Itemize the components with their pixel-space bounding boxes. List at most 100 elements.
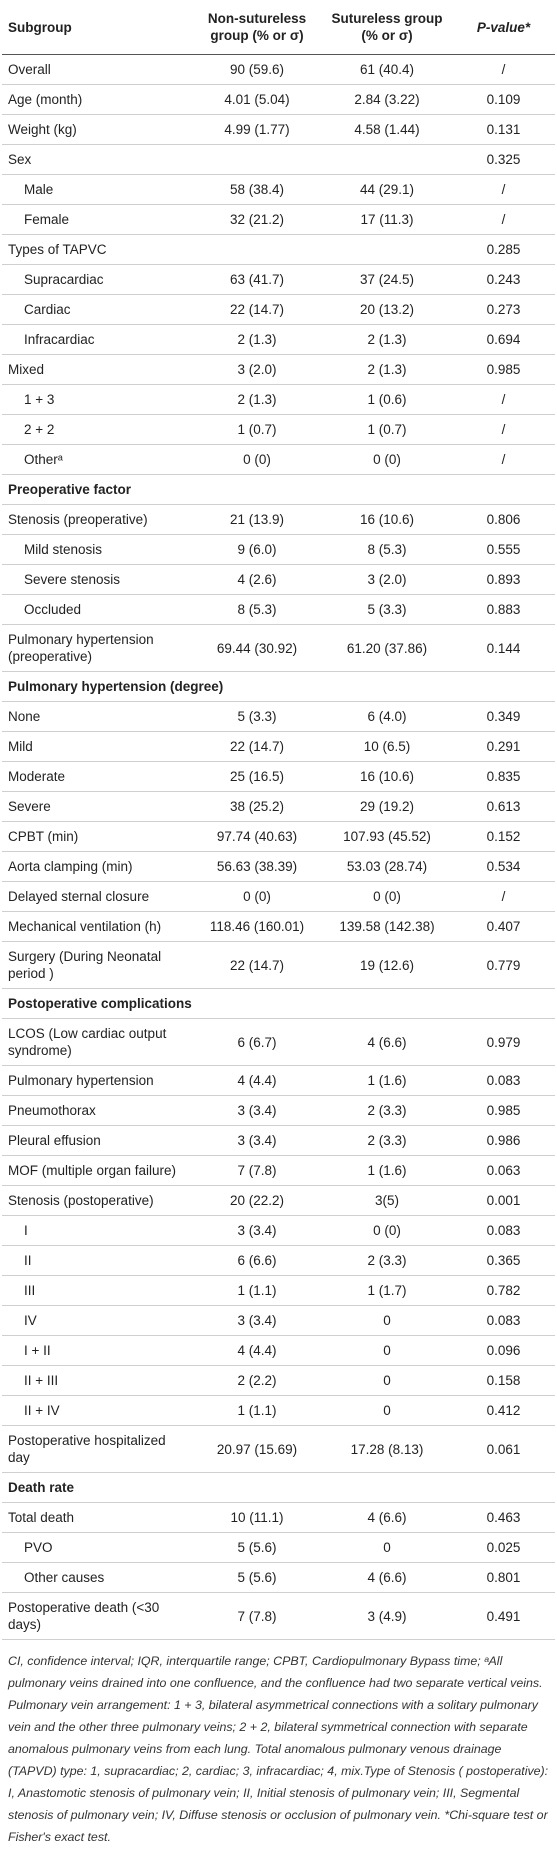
row-label: Stenosis (preoperative)	[2, 504, 192, 535]
cell: 4 (6.6)	[322, 1562, 452, 1593]
table-row: II 6 (6.6) 2 (3.3) 0.365	[2, 1245, 555, 1276]
cell: 0.779	[452, 941, 555, 989]
table-row: None 5 (3.3) 6 (4.0) 0.349	[2, 701, 555, 732]
cell: 21 (13.9)	[192, 504, 322, 535]
table-row: Cardiac 22 (14.7) 20 (13.2) 0.273	[2, 294, 555, 325]
row-label: II + IV	[2, 1395, 192, 1426]
cell: 139.58 (142.38)	[322, 911, 452, 942]
table-row: I + II 4 (4.4) 0 0.096	[2, 1335, 555, 1366]
cell: 63 (41.7)	[192, 264, 322, 295]
cell: 0	[322, 1532, 452, 1563]
table-row: Pulmonary hypertension (preoperative) 69.…	[2, 624, 555, 672]
cell: 53.03 (28.74)	[322, 851, 452, 882]
cell: 1 (1.6)	[322, 1155, 452, 1186]
row-label: Delayed sternal closure	[2, 881, 192, 912]
cell: 0 (0)	[192, 881, 322, 912]
cell: 4 (4.4)	[192, 1065, 322, 1096]
cell: 17.28 (8.13)	[322, 1425, 452, 1473]
cell: 58 (38.4)	[192, 174, 322, 205]
table-row: Severe 38 (25.2) 29 (19.2) 0.613	[2, 791, 555, 822]
row-label: Occluded	[2, 594, 192, 625]
table-row: Supracardiac 63 (41.7) 37 (24.5) 0.243	[2, 264, 555, 295]
table-row: II + IV 1 (1.1) 0 0.412	[2, 1395, 555, 1426]
table-row: LCOS (Low cardiac output syndrome) 6 (6.7…	[2, 1018, 555, 1066]
cell: 0.806	[452, 504, 555, 535]
cell: 2.84 (3.22)	[322, 84, 452, 115]
empty-cell	[192, 234, 322, 265]
cell: 3 (3.4)	[192, 1215, 322, 1246]
cell: 0.979	[452, 1018, 555, 1066]
cell: /	[452, 54, 555, 85]
cell: 37 (24.5)	[322, 264, 452, 295]
table-row: Age (month) 4.01 (5.04) 2.84 (3.22) 0.109	[2, 84, 555, 115]
section-header: Preoperative factor	[2, 474, 555, 505]
row-label: Female	[2, 204, 192, 235]
cell: 3 (3.4)	[192, 1125, 322, 1156]
cell: 0.986	[452, 1125, 555, 1156]
table-row: Types of TAPVC 0.285	[2, 234, 555, 265]
row-label: Infracardiac	[2, 324, 192, 355]
cell: 0.407	[452, 911, 555, 942]
cell: 0.131	[452, 114, 555, 145]
cell: 1 (0.6)	[322, 384, 452, 415]
cell: /	[452, 384, 555, 415]
cell: 10 (6.5)	[322, 731, 452, 762]
row-label: Supracardiac	[2, 264, 192, 295]
table-row: Postoperative death (<30 days) 7 (7.8) 3 (…	[2, 1592, 555, 1640]
table-row: II + III 2 (2.2) 0 0.158	[2, 1365, 555, 1396]
cell: 61.20 (37.86)	[322, 624, 452, 672]
cell: 0.243	[452, 264, 555, 295]
cell: 20.97 (15.69)	[192, 1425, 322, 1473]
cell: 22 (14.7)	[192, 294, 322, 325]
cell: 0.491	[452, 1592, 555, 1640]
cell: 0.291	[452, 731, 555, 762]
table-row: Sex 0.325	[2, 144, 555, 175]
table-row: IV 3 (3.4) 0 0.083	[2, 1305, 555, 1336]
cell: 0	[322, 1305, 452, 1336]
cell: /	[452, 881, 555, 912]
cell: 0.325	[452, 144, 555, 175]
cell: 17 (11.3)	[322, 204, 452, 235]
row-label: Moderate	[2, 761, 192, 792]
cell: 0.273	[452, 294, 555, 325]
table-row: Occluded 8 (5.3) 5 (3.3) 0.883	[2, 594, 555, 625]
cell: 0.985	[452, 354, 555, 385]
cell: 1 (1.1)	[192, 1395, 322, 1426]
cell: 5 (3.3)	[322, 594, 452, 625]
row-label: 2 + 2	[2, 414, 192, 445]
table-row: Female 32 (21.2) 17 (11.3) /	[2, 204, 555, 235]
row-label: Pleural effusion	[2, 1125, 192, 1156]
cell: /	[452, 204, 555, 235]
cell: 118.46 (160.01)	[192, 911, 322, 942]
cell: 0.835	[452, 761, 555, 792]
cell: 2 (3.3)	[322, 1095, 452, 1126]
row-label: Mixed	[2, 354, 192, 385]
cell: 9 (6.0)	[192, 534, 322, 565]
cell: 4 (2.6)	[192, 564, 322, 595]
row-label: II + III	[2, 1365, 192, 1396]
table-row: Mixed 3 (2.0) 2 (1.3) 0.985	[2, 354, 555, 385]
section-header: Death rate	[2, 1472, 555, 1503]
cell: 19 (12.6)	[322, 941, 452, 989]
cell: 0.412	[452, 1395, 555, 1426]
row-label: Mild	[2, 731, 192, 762]
table-row: Stenosis (preoperative) 21 (13.9) 16 (10.6…	[2, 504, 555, 535]
cell: 0.985	[452, 1095, 555, 1126]
cell: 7 (7.8)	[192, 1592, 322, 1640]
row-label: Surgery (During Neonatal period )	[2, 941, 192, 989]
table-row: Male 58 (38.4) 44 (29.1) /	[2, 174, 555, 205]
cell: 6 (6.7)	[192, 1018, 322, 1066]
cell: 90 (59.6)	[192, 54, 322, 85]
cell: 0	[322, 1365, 452, 1396]
cell: 0.349	[452, 701, 555, 732]
table-row: Pneumothorax 3 (3.4) 2 (3.3) 0.985	[2, 1095, 555, 1126]
cell: 2 (1.3)	[192, 384, 322, 415]
row-label: CPBT (min)	[2, 821, 192, 852]
column-header: Non-sutureless group (% or σ)	[192, 0, 322, 55]
cell: 0.083	[452, 1065, 555, 1096]
cell: 25 (16.5)	[192, 761, 322, 792]
cell: 0	[322, 1335, 452, 1366]
table-row: Pleural effusion 3 (3.4) 2 (3.3) 0.986	[2, 1125, 555, 1156]
